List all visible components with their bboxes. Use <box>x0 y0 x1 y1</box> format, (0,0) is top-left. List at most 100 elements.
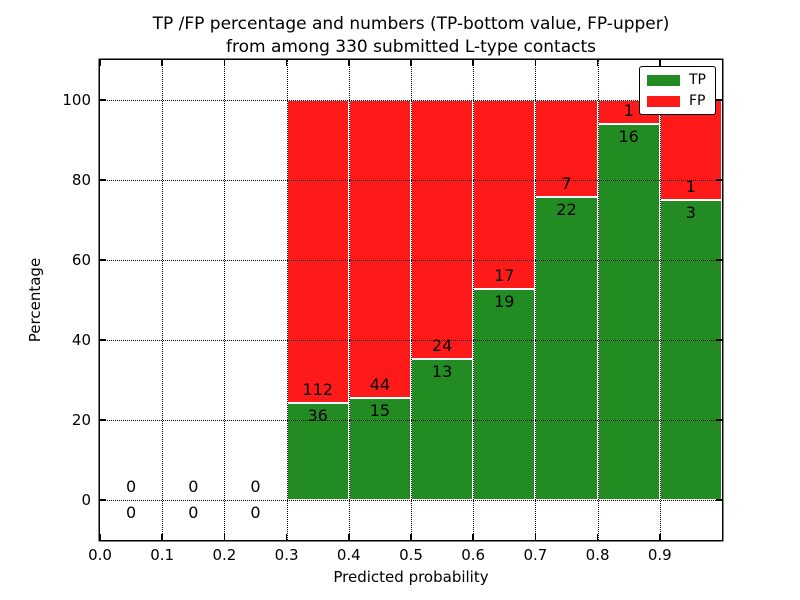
tick-mark <box>100 499 106 501</box>
label-fp-count: 112 <box>302 379 333 399</box>
gridline-v <box>473 60 475 540</box>
label-fp-count: 1 <box>685 177 696 196</box>
gridline-v <box>286 60 288 540</box>
bar-tp-segment <box>473 288 536 500</box>
gridline-v <box>411 60 412 540</box>
x-tick-label: 0.5 <box>399 546 423 564</box>
tick-mark <box>285 534 288 540</box>
x-tick-label: 0.1 <box>150 546 175 564</box>
label-fp-count: 0 <box>188 477 199 496</box>
label-tp-count: 22 <box>556 199 577 219</box>
x-axis-label: Predicted probability <box>333 568 489 586</box>
tick-mark <box>716 339 722 341</box>
label-tp-count: 13 <box>431 362 453 382</box>
label-tp-count: 19 <box>494 291 515 311</box>
label-tp-count: 0 <box>188 503 199 522</box>
label-tp-count: 16 <box>618 126 639 146</box>
tick-mark <box>348 60 350 66</box>
tick-mark <box>100 419 106 421</box>
legend-label-fp: FP <box>689 93 706 109</box>
tick-mark <box>534 60 537 66</box>
tick-mark <box>285 60 288 66</box>
y-tick-label: 0 <box>81 490 91 509</box>
tick-mark <box>223 534 226 540</box>
tick-mark <box>223 60 226 66</box>
gridline-v <box>224 60 226 540</box>
gridline-v <box>659 60 661 540</box>
bar-fp-segment <box>286 100 349 403</box>
tick-mark <box>99 534 101 540</box>
y-axis-label: Percentage <box>26 257 44 343</box>
label-tp-count: 36 <box>307 405 328 425</box>
bar-tp-segment <box>535 196 598 500</box>
gridline-v <box>597 60 599 540</box>
y-tick-label: 20 <box>71 410 91 429</box>
label-fp-count: 44 <box>369 375 391 395</box>
bar-tp-segment <box>348 398 411 500</box>
legend: TP FP <box>639 66 716 115</box>
tick-mark <box>659 534 661 540</box>
tick-mark <box>161 534 163 540</box>
gridline-v <box>348 60 350 540</box>
label-tp-count: 3 <box>685 203 696 222</box>
tick-mark <box>716 259 722 261</box>
x-tick-label: 0.3 <box>274 546 299 564</box>
tick-mark <box>716 179 722 181</box>
y-tick-label: 100 <box>62 90 91 109</box>
x-tick-label: 0.7 <box>523 546 548 564</box>
tick-mark <box>100 339 106 341</box>
tick-mark <box>348 534 350 540</box>
label-fp-count: 17 <box>494 265 515 285</box>
chart-title-line1: TP /FP percentage and numbers (TP-bottom… <box>152 14 670 34</box>
label-tp-count: 0 <box>126 503 137 522</box>
gridline-v <box>535 60 537 540</box>
gridline-v <box>162 60 164 540</box>
label-fp-count: 1 <box>623 100 634 120</box>
tick-mark <box>100 259 106 261</box>
chart-title-line2: from among 330 submitted L-type contacts <box>225 37 596 57</box>
tick-mark <box>596 534 599 540</box>
label-fp-count: 0 <box>126 477 137 496</box>
tick-mark <box>472 60 474 66</box>
plot-area: TP FP 0 0 0 0 0 0 112 36 44 15 24 13 17 19 7 22 1 16 1 3 <box>99 60 722 540</box>
label-tp-count: 15 <box>369 401 391 421</box>
tick-mark <box>472 534 474 540</box>
bar-fp-segment <box>348 100 411 399</box>
y-tick-label: 60 <box>71 250 91 269</box>
legend-label-tp: TP <box>689 72 706 88</box>
legend-item-fp: FP <box>647 94 706 108</box>
bar-fp-segment <box>411 100 474 360</box>
y-tick-label: 80 <box>71 170 91 189</box>
tick-mark <box>161 60 163 66</box>
tick-mark <box>100 179 106 181</box>
tick-mark <box>596 60 599 66</box>
tick-mark <box>99 60 101 66</box>
label-fp-count: 0 <box>250 477 261 496</box>
label-fp-count: 24 <box>431 336 453 356</box>
legend-swatch-fp <box>647 95 680 107</box>
tick-mark <box>716 499 722 501</box>
tick-mark <box>716 99 722 101</box>
bar-tp-segment <box>597 123 660 500</box>
x-tick-label: 0.6 <box>461 546 486 564</box>
y-tick-label: 40 <box>71 330 91 349</box>
legend-item-tp: TP <box>647 73 706 87</box>
tick-mark <box>534 534 537 540</box>
label-tp-count: 0 <box>250 503 261 522</box>
x-tick-label: 0.0 <box>88 546 112 564</box>
bar-fp-segment <box>473 100 536 289</box>
x-tick-label: 0.2 <box>212 546 237 564</box>
label-fp-count: 7 <box>561 173 572 193</box>
tick-mark <box>716 419 722 421</box>
chart-title: TP /FP percentage and numbers (TP-bottom… <box>100 13 722 59</box>
x-tick-label: 0.4 <box>336 546 361 564</box>
x-tick-label: 0.8 <box>585 546 610 564</box>
tick-mark <box>410 60 412 66</box>
legend-swatch-tp <box>647 74 680 86</box>
tick-mark <box>659 60 661 66</box>
tick-mark <box>410 534 412 540</box>
tick-mark <box>100 99 106 101</box>
x-tick-label: 0.9 <box>647 546 672 564</box>
bar-tp-segment <box>659 200 722 500</box>
